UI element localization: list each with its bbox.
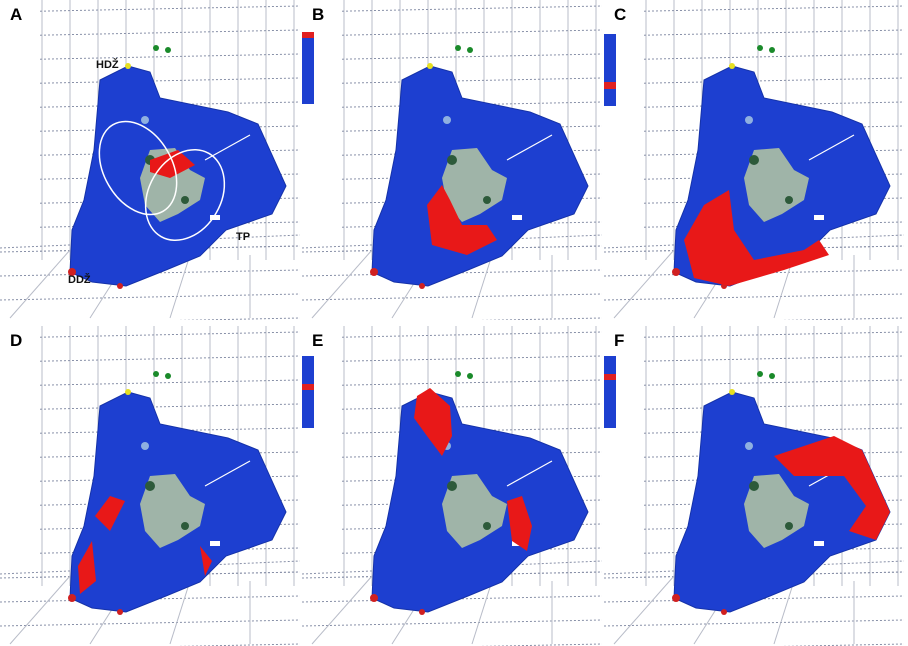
color-bar — [302, 356, 314, 428]
panel-label: D — [10, 331, 22, 350]
panel: D — [0, 326, 300, 646]
color-bar-marker — [302, 32, 314, 38]
panel: C — [604, 0, 904, 320]
panel: F — [604, 326, 904, 646]
heart-map — [302, 326, 602, 646]
panel-label: B — [312, 5, 324, 24]
color-bar-marker — [302, 384, 314, 390]
heart-map — [0, 326, 300, 646]
panel-label: A — [10, 5, 22, 24]
panel: B — [302, 0, 602, 320]
annotation: TP — [236, 231, 250, 243]
panels: A HDŽ DDŽ TP B C D E F — [0, 0, 904, 646]
color-bar — [604, 356, 616, 428]
color-bar-marker — [604, 374, 616, 380]
figure: A HDŽ DDŽ TP B C D E F — [0, 0, 908, 646]
panel-label: E — [312, 331, 323, 350]
color-bar-marker — [604, 82, 616, 89]
annotation: DDŽ — [68, 273, 91, 286]
panel-label: C — [614, 5, 626, 24]
panel: E — [302, 326, 602, 646]
color-bar — [302, 32, 314, 104]
panel-label: F — [614, 331, 624, 350]
heart-map — [302, 0, 602, 320]
annotation: HDŽ — [96, 58, 119, 71]
panel: A HDŽ DDŽ TP — [0, 0, 300, 320]
color-bar — [604, 34, 616, 106]
